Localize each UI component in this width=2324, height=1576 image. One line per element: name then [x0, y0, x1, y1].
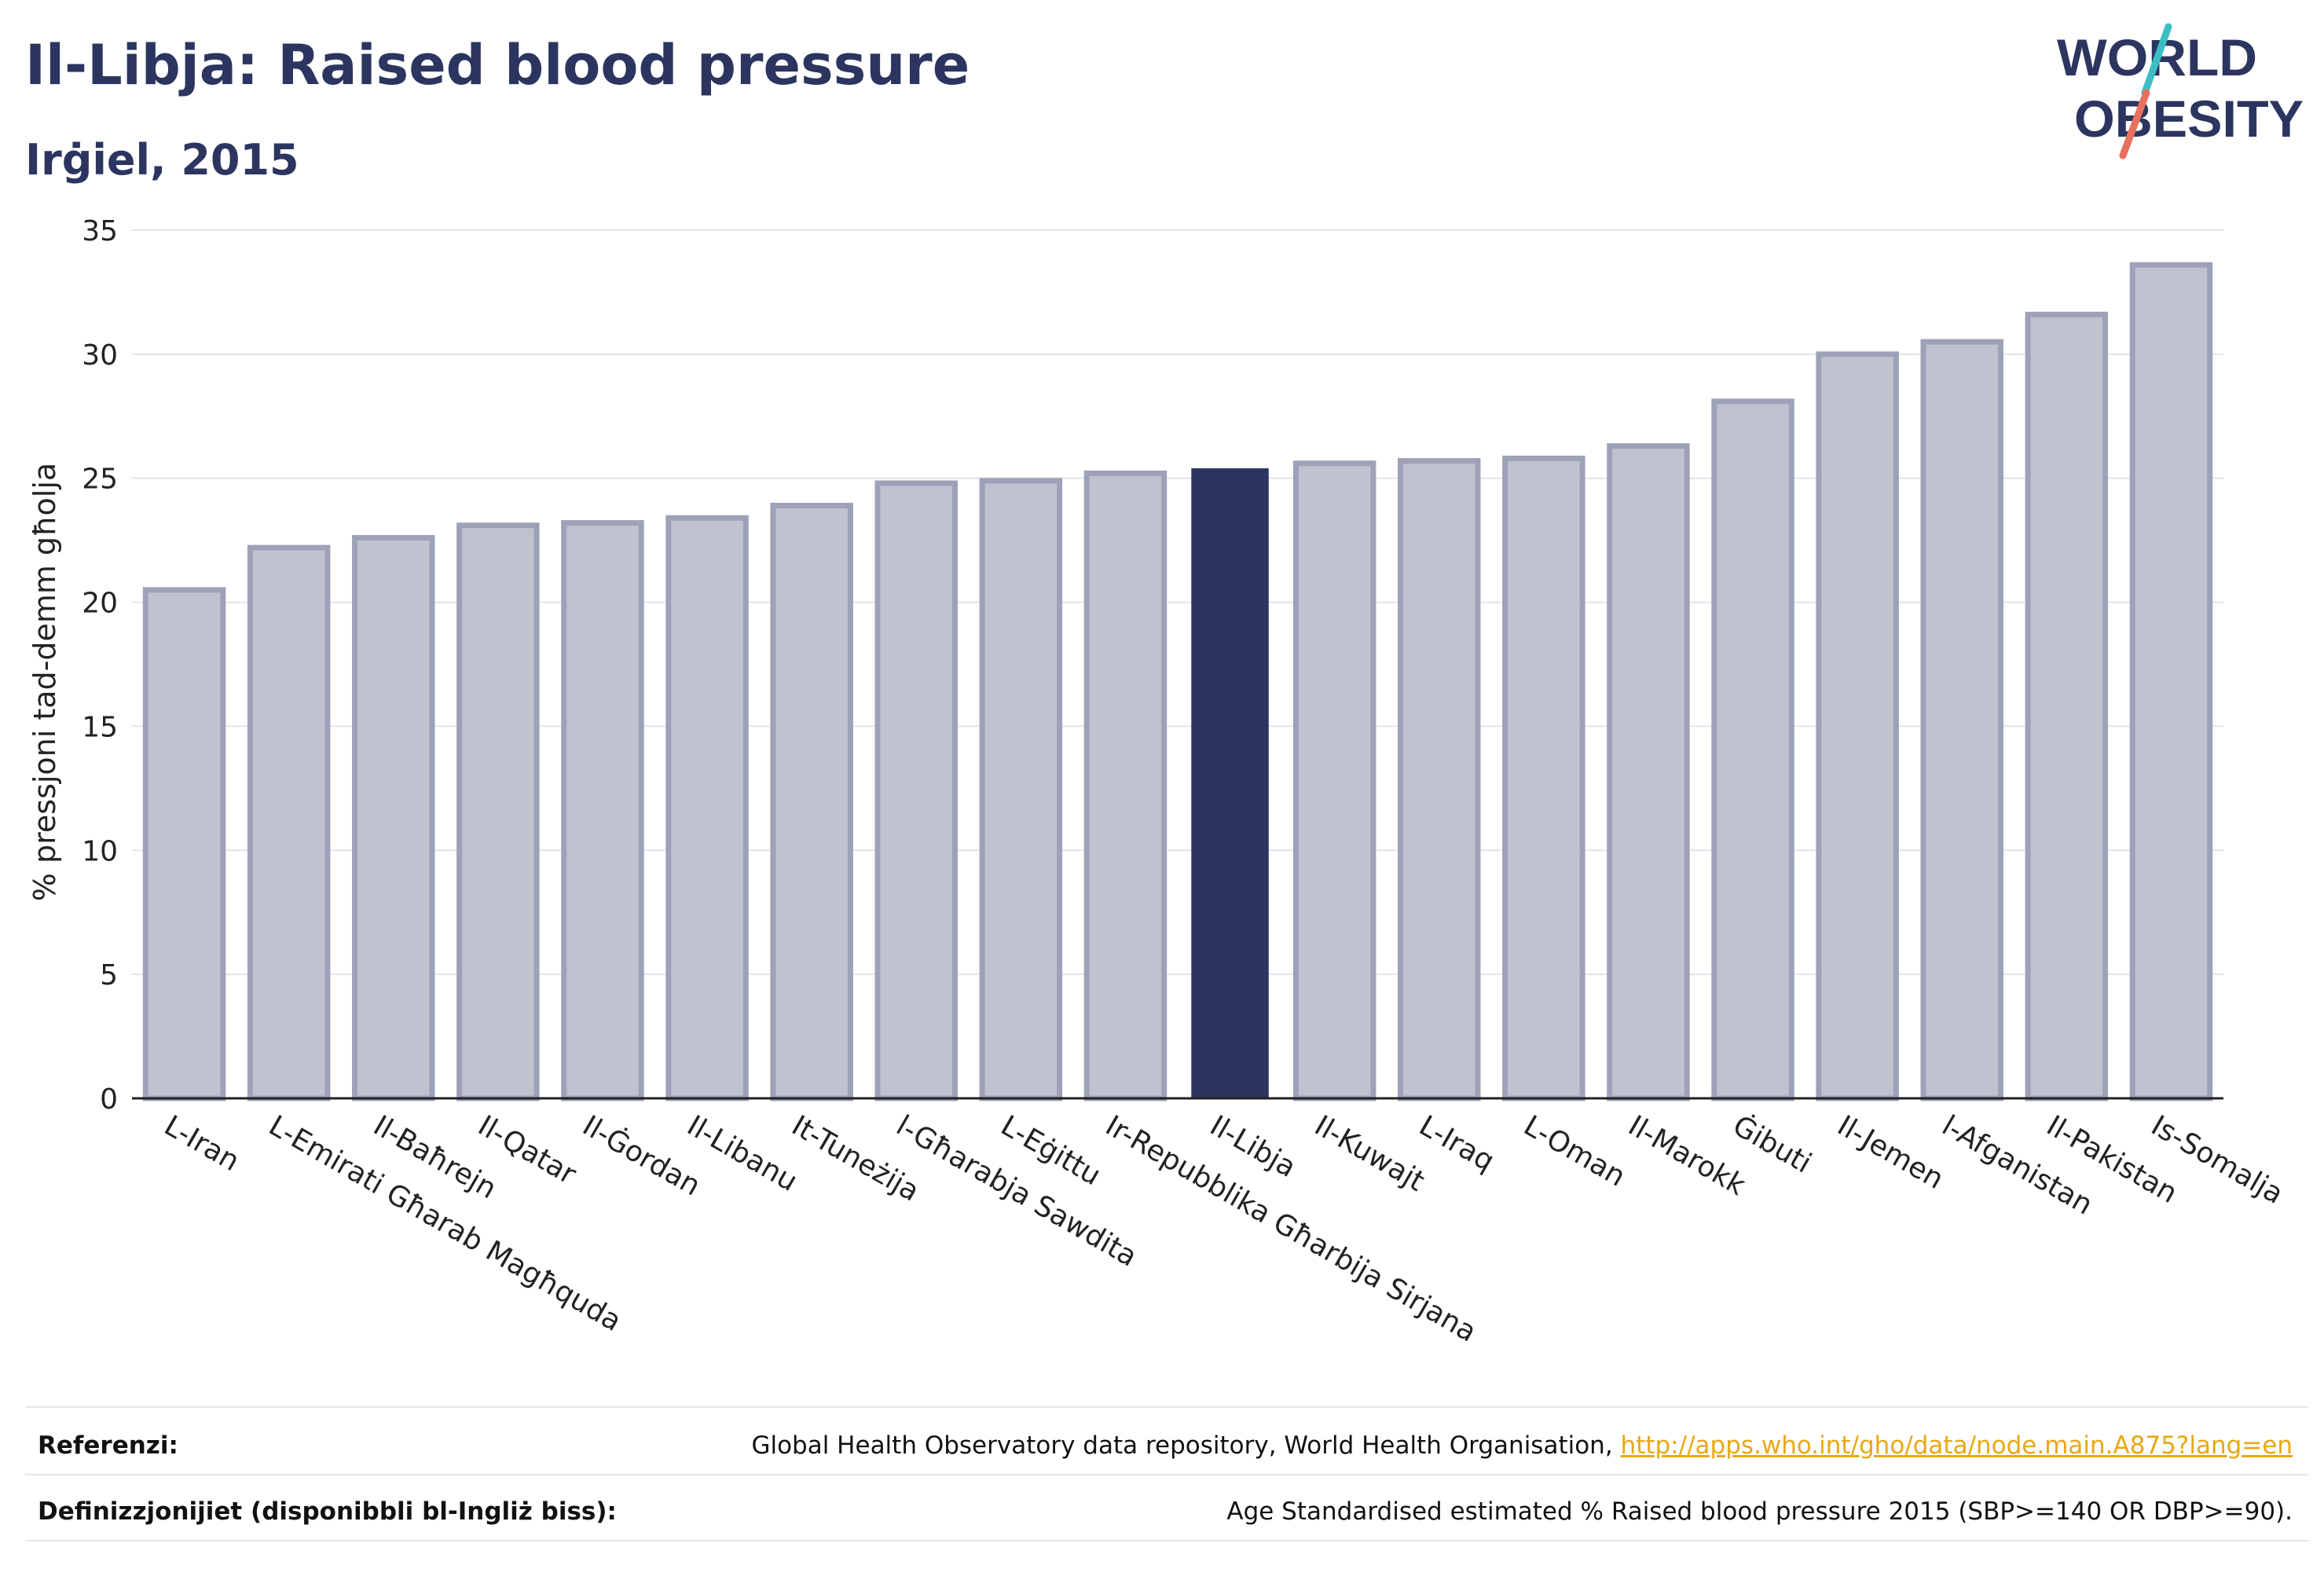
definitions-label: Definizzjonijiet (disponibbli bl-Ingliż … — [38, 1497, 617, 1526]
bar — [665, 515, 749, 1101]
x-tick-label: Il-Ġordan — [577, 1109, 706, 1202]
y-tick-label: 20 — [82, 588, 118, 620]
grid-lines — [132, 229, 2223, 1099]
bar — [874, 480, 958, 1101]
y-tick-label: 0 — [100, 1083, 118, 1116]
references-text: Global Health Observatory data repositor… — [751, 1431, 1621, 1460]
bar — [456, 522, 540, 1101]
y-tick-label: 30 — [82, 339, 118, 372]
x-axis-ticks: L-Iran L-Emirati Għarab MagħqudaIl-Baħrej… — [159, 1109, 2289, 1348]
references-value: Global Health Observatory data repositor… — [751, 1431, 2293, 1460]
x-tick-label: L-Oman — [1518, 1109, 1630, 1193]
footer-divider-bottom — [25, 1540, 2308, 1541]
y-tick-label: 5 — [100, 959, 118, 991]
bar — [561, 520, 644, 1101]
logo-line2: OBESITY — [2074, 90, 2304, 148]
y-tick-label: 25 — [82, 464, 118, 496]
logo-slash-teal — [2141, 23, 2172, 97]
bar — [2129, 262, 2213, 1101]
bar — [247, 544, 331, 1101]
references-link[interactable]: http://apps.who.int/gho/data/node.main.A… — [1620, 1431, 2293, 1460]
bar — [770, 502, 853, 1101]
x-tick-label: Il-Marokk — [1622, 1109, 1750, 1202]
x-tick-label: Il-Jemen — [1832, 1109, 1949, 1196]
y-axis-label: % pressjoni tad-demm għolja — [27, 463, 62, 901]
references-label: Referenzi: — [38, 1431, 178, 1460]
bar — [1816, 351, 1899, 1101]
bar — [1711, 398, 1794, 1101]
bar-highlighted — [1191, 468, 1269, 1098]
bar — [1607, 443, 1690, 1101]
logo-slash-coral — [2119, 89, 2150, 159]
footer-divider-top — [25, 1406, 2308, 1408]
bar — [1920, 339, 2003, 1101]
chart-title: Il-Libja: Raised blood pressure — [25, 33, 970, 97]
x-tick-label: L-Emirati Għarab Magħquda — [263, 1109, 626, 1338]
chart-subtitle: Irġiel, 2015 — [25, 135, 299, 185]
bar — [352, 534, 435, 1101]
y-tick-label: 10 — [82, 835, 118, 867]
bar — [1502, 455, 1585, 1101]
bar — [1292, 460, 1376, 1101]
x-tick-label: L-Iran — [159, 1109, 244, 1178]
definitions-value: Age Standardised estimated % Raised bloo… — [1226, 1497, 2293, 1526]
y-tick-label: 35 — [82, 215, 118, 247]
bar — [979, 478, 1063, 1101]
world-obesity-logo: WORLD OBESITY — [2057, 23, 2304, 159]
y-axis-ticks: 0 5 10 15 20 25 30 35 — [82, 215, 118, 1116]
footer-divider-middle — [25, 1474, 2308, 1475]
bar — [142, 587, 226, 1101]
bar — [1398, 458, 1481, 1101]
bar-chart: 0 5 10 15 20 25 30 35 L-Iran L-Emirati Għarab Ma… — [27, 215, 2289, 1349]
bar — [2025, 311, 2109, 1101]
bar — [1083, 470, 1167, 1101]
bars — [142, 262, 2213, 1101]
x-tick-label: Ir-Repubblika Għarbija Sirjana — [1100, 1109, 1482, 1348]
y-tick-label: 15 — [82, 711, 118, 743]
x-tick-label: Il-Kuwajt — [1309, 1109, 1430, 1197]
